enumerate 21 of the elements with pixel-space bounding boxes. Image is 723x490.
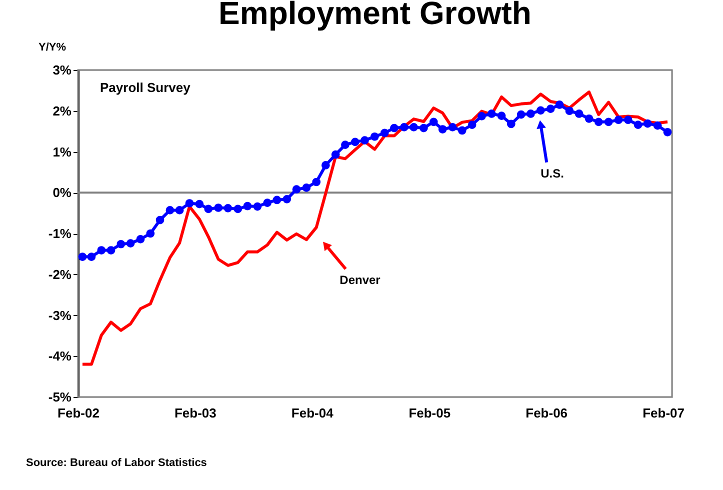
chart-title: Employment Growth <box>218 0 532 31</box>
y-tick-label: 3% <box>52 62 72 78</box>
y-tick-label: -5% <box>48 390 72 404</box>
x-tick-label: Feb-06 <box>526 406 568 420</box>
y-tick-label: -4% <box>48 348 72 364</box>
y-tick-label: -3% <box>48 308 72 323</box>
x-tick-label: Feb-04 <box>291 406 334 420</box>
y-tick-label: 1% <box>52 144 72 160</box>
y-axis-title: Y/Y% <box>38 42 66 54</box>
x-tick-label: Feb-05 <box>408 406 451 420</box>
source-note: Source: Bureau of Labor Statistics <box>26 457 207 469</box>
x-tick-label: Feb-02 <box>58 406 100 420</box>
y-tick-label: -1% <box>48 226 72 241</box>
y-tick-label: -2% <box>48 266 72 282</box>
annotation: Payroll Survey <box>100 80 192 95</box>
annotation: U.S. <box>540 166 564 180</box>
x-tick-label: Feb-03 <box>174 406 216 420</box>
y-tick-label: 0% <box>52 185 72 200</box>
annotation: Denver <box>340 272 381 287</box>
x-tick-label: Feb-07 <box>642 406 684 420</box>
y-tick-label: 2% <box>52 103 72 118</box>
